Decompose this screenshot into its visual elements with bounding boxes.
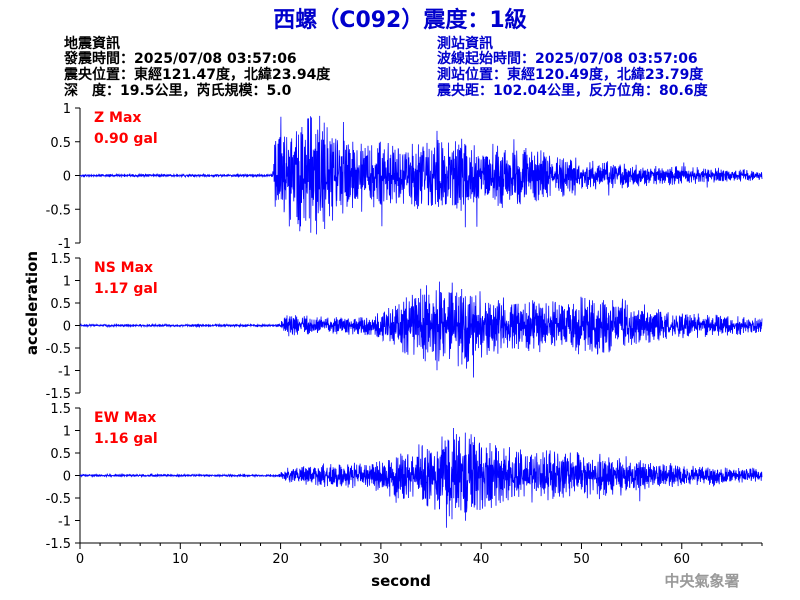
event-depth-magnitude: 深 度：19.5公里，芮氏規模：5.0	[64, 82, 292, 99]
y-tick-label: 1	[63, 275, 71, 290]
panel-2: -1.5 -1 -0.5 0 0.5 1 1.5 EW Max 1.16 gal	[46, 402, 763, 552]
y-tick-label: 0	[63, 170, 71, 185]
series-name: NS Max	[94, 260, 153, 276]
event-epicenter: 震央位置：東經121.47度，北緯23.94度	[63, 66, 331, 83]
y-tick-label: 1	[63, 425, 71, 440]
y-tick-label: -1.5	[46, 537, 71, 552]
y-tick-label: 0	[63, 320, 71, 335]
x-tick-label: 20	[272, 552, 289, 567]
station-epicentral-distance: 震央距：102.04公里，反方位角：80.6度	[436, 82, 709, 99]
series-max-value: 1.17 gal	[94, 281, 158, 297]
x-axis-label: second	[371, 572, 431, 590]
waveform-trace	[79, 115, 763, 235]
y-tick-label: 0.5	[50, 297, 71, 312]
y-tick-label: 0.5	[50, 136, 71, 151]
series-name: EW Max	[94, 410, 156, 426]
event-info: 地震資訊 發震時間：2025/07/08 03:57:06 震央位置：東經121…	[63, 35, 331, 99]
y-axis-label: acceleration	[23, 251, 41, 355]
x-tick-label: 30	[373, 552, 390, 567]
chart-title: 西螺（C092）震度：1級	[273, 7, 526, 33]
y-tick-label: -1	[58, 365, 71, 380]
y-tick-label: -1	[58, 515, 71, 530]
x-axis: 0 10 20 30 40 50 60	[76, 542, 763, 567]
panel-1: -1.5 -1 -0.5 0 0.5 1 1.5 NS Max 1.17 gal	[46, 252, 763, 402]
y-tick-label: -0.5	[46, 492, 71, 507]
y-tick-label: 1.5	[50, 402, 71, 417]
agency-watermark: 中央氣象署	[664, 572, 739, 590]
station-location: 測站位置：東經120.49度，北緯23.79度	[437, 66, 704, 83]
event-origin-time: 發震時間：2025/07/08 03:57:06	[63, 50, 297, 67]
waveform-trace	[79, 427, 763, 528]
waveform-trace	[79, 281, 763, 378]
event-info-heading: 地震資訊	[64, 35, 120, 52]
series-max-value: 1.16 gal	[94, 431, 158, 447]
x-tick-label: 10	[172, 552, 189, 567]
y-tick-label: -0.5	[46, 203, 71, 218]
y-tick-label: 0	[63, 470, 71, 485]
y-tick-label: 0.5	[50, 447, 71, 462]
y-tick-label: -0.5	[46, 342, 71, 357]
station-info-heading: 測站資訊	[437, 35, 493, 52]
x-tick-label: 40	[473, 552, 490, 567]
panels: -1 -0.5 0 0.5 1 Z Max 0.90 gal -1.5 -1 -0.5 0 0.5 1 1…	[46, 102, 763, 552]
y-tick-label: -1.5	[46, 387, 71, 402]
y-tick-label: -1	[58, 237, 71, 252]
x-tick-label: 0	[76, 552, 84, 567]
y-tick-label: 1	[63, 102, 71, 117]
station-info: 測站資訊 波線起始時間：2025/07/08 03:57:06 測站位置：東經1…	[436, 35, 709, 99]
panel-0: -1 -0.5 0 0.5 1 Z Max 0.90 gal	[46, 102, 763, 252]
station-wave-start: 波線起始時間：2025/07/08 03:57:06	[437, 50, 698, 67]
x-tick-label: 60	[673, 552, 690, 567]
series-max-value: 0.90 gal	[94, 131, 158, 147]
series-name: Z Max	[94, 110, 141, 126]
x-tick-label: 50	[573, 552, 590, 567]
y-tick-label: 1.5	[50, 252, 71, 267]
